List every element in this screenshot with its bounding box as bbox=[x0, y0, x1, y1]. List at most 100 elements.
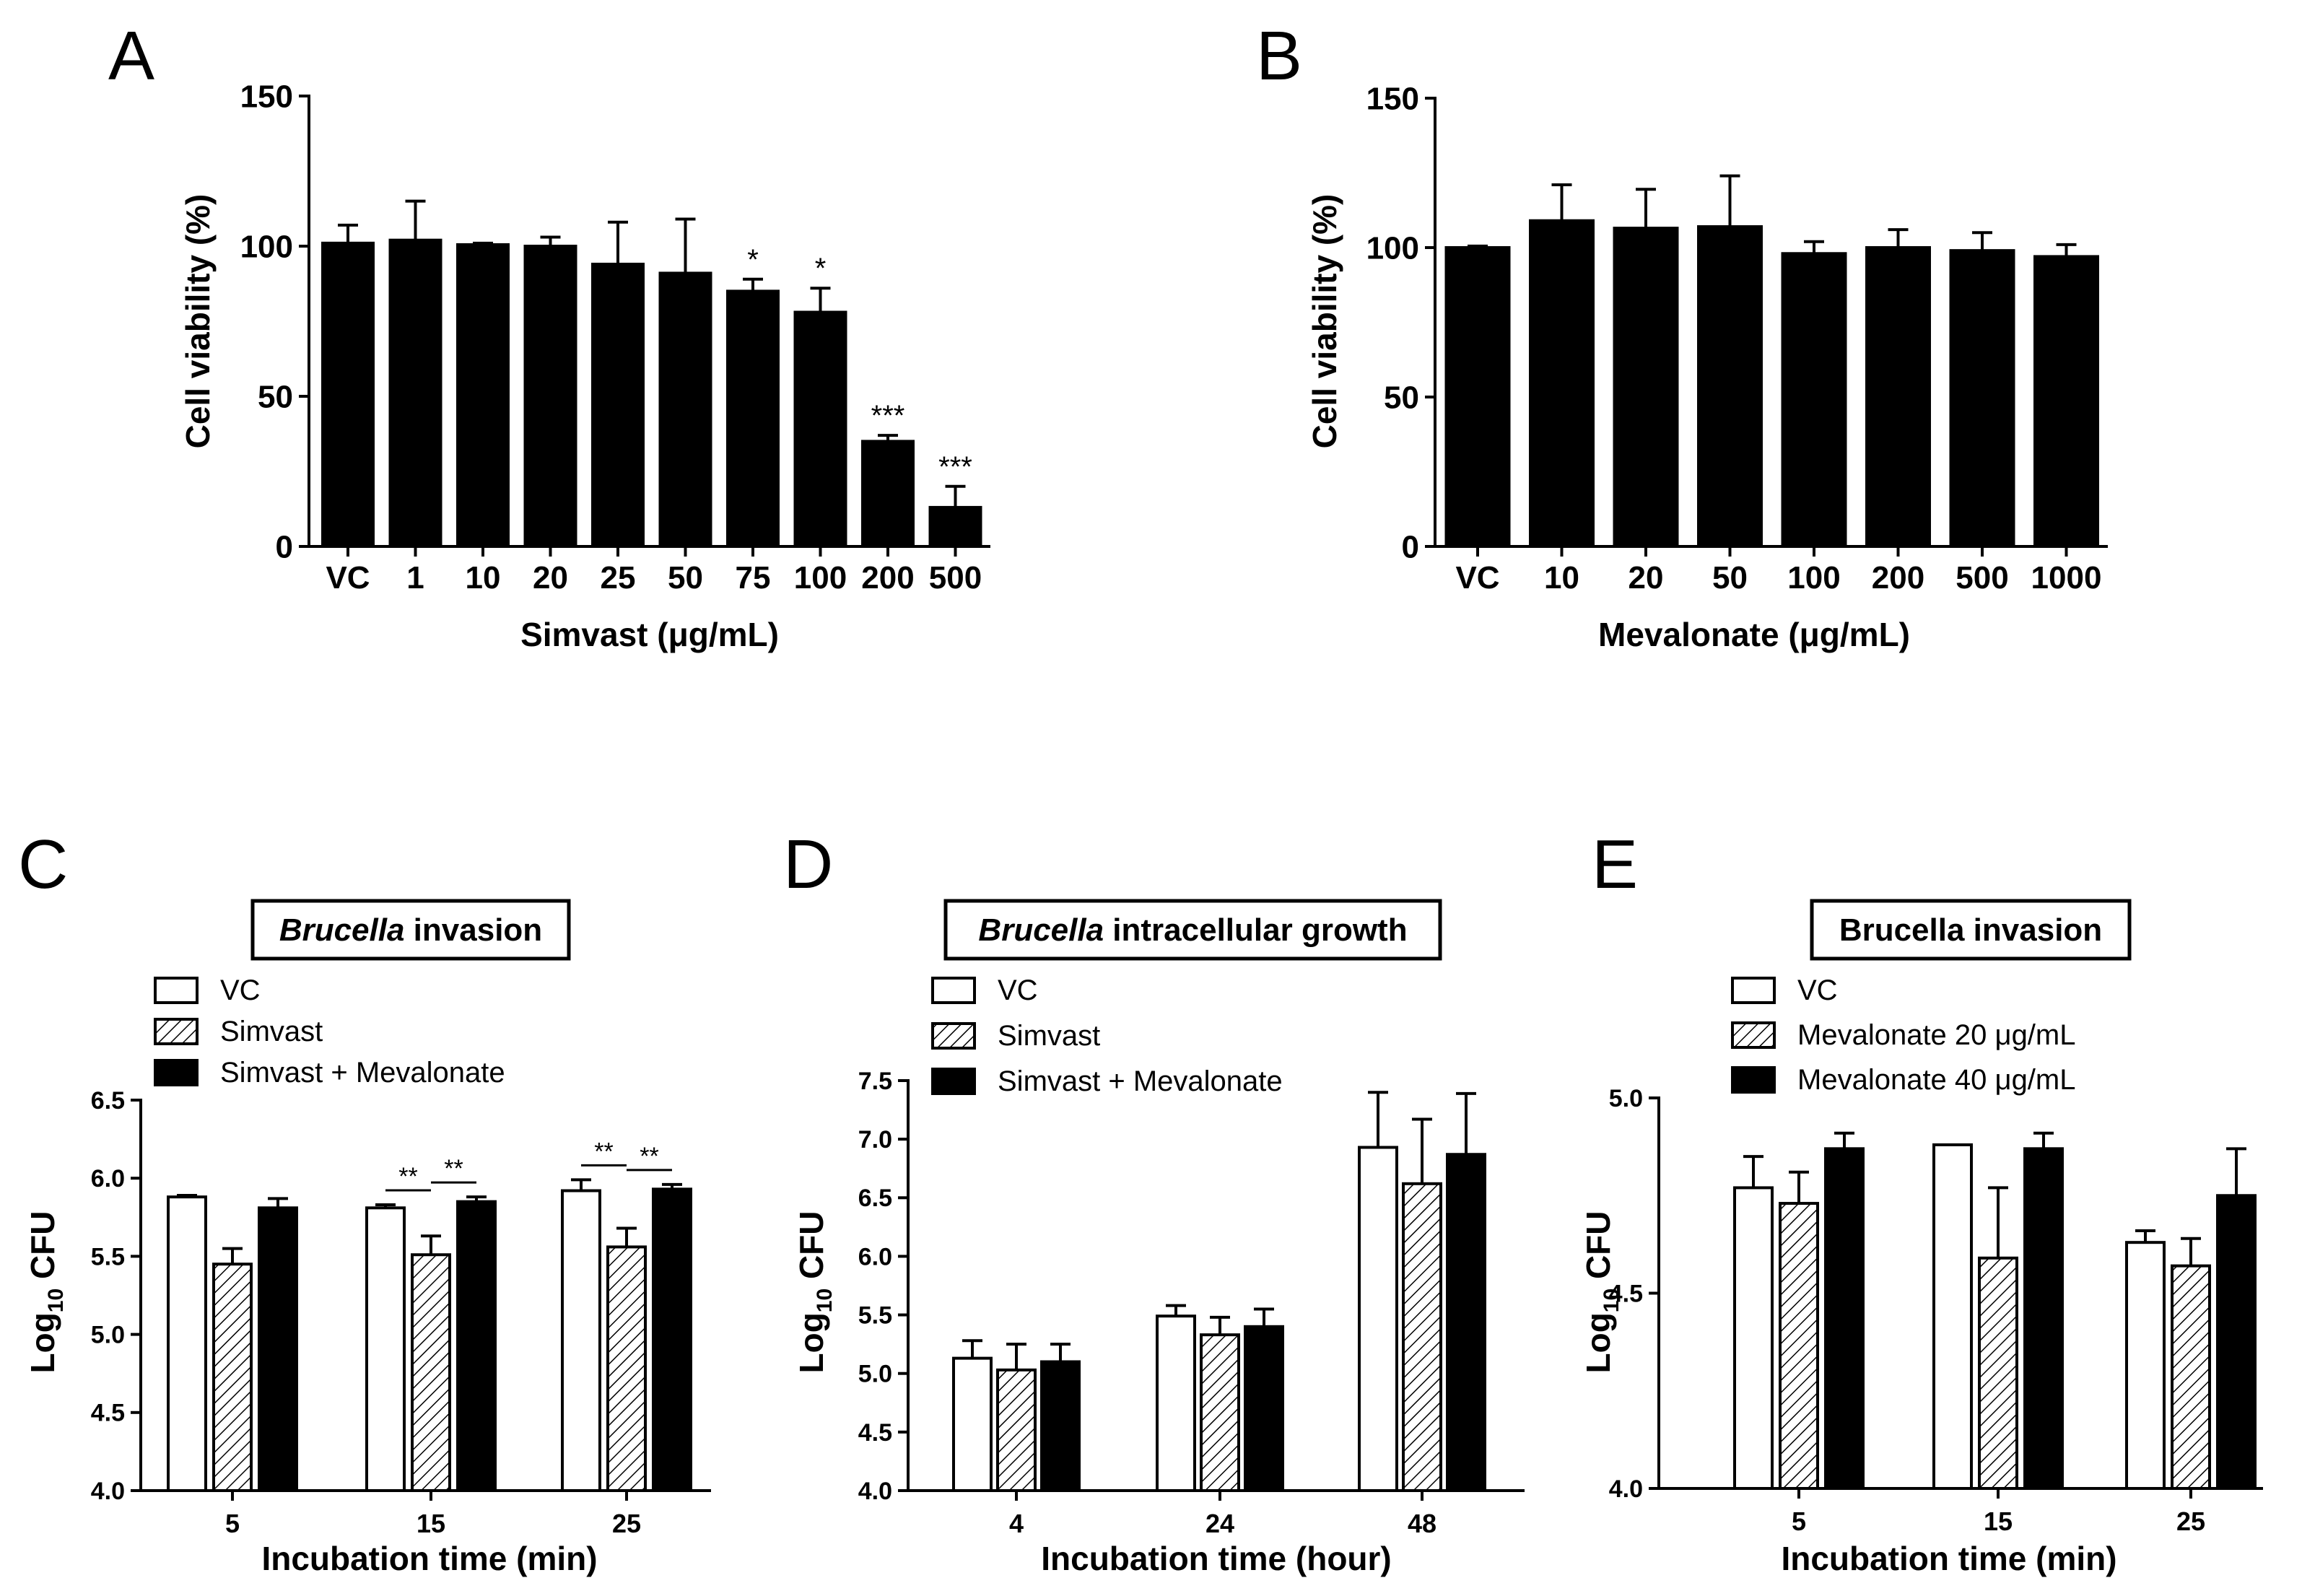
chart-title-box bbox=[250, 899, 571, 961]
bar bbox=[1781, 252, 1847, 548]
y-tick-label: 100 bbox=[1366, 230, 1419, 266]
bar bbox=[606, 1245, 647, 1493]
y-tick-label: 0 bbox=[1402, 529, 1419, 564]
y-tick-label: 50 bbox=[1384, 380, 1419, 415]
x-tick-label: 75 bbox=[736, 560, 771, 596]
bar bbox=[1402, 1182, 1442, 1492]
x-tick-label: VC bbox=[326, 560, 370, 596]
panel-letter: A bbox=[108, 17, 154, 95]
y-tick-label: 50 bbox=[258, 379, 293, 414]
bar bbox=[456, 1200, 497, 1493]
y-axis-label: Log10 CFU bbox=[793, 1211, 837, 1374]
panel-letter: B bbox=[1256, 17, 1302, 95]
y-tick-label: 5.0 bbox=[858, 1361, 892, 1388]
y-axis-label: Cell viability (%) bbox=[1306, 194, 1343, 449]
legend-label: Simvast + Mevalonate bbox=[998, 1065, 1283, 1097]
y-tick-label: 4.5 bbox=[1609, 1280, 1643, 1307]
legend-swatch bbox=[931, 977, 976, 1004]
bar bbox=[561, 1189, 601, 1492]
bar bbox=[258, 1206, 298, 1493]
bar bbox=[1779, 1202, 1819, 1490]
x-tick-label: 500 bbox=[929, 560, 982, 596]
x-tick-label: 5 bbox=[1792, 1506, 1806, 1536]
y-tick-label: 4.0 bbox=[91, 1478, 125, 1505]
chart-title-box bbox=[1810, 899, 2132, 961]
legend-label: Mevalonate 40 μg/mL bbox=[1797, 1064, 2076, 1096]
legend-swatch bbox=[154, 1059, 199, 1086]
bar bbox=[1824, 1147, 1865, 1490]
chart-title-box bbox=[943, 899, 1442, 961]
significance-label: * bbox=[747, 244, 759, 276]
y-tick-label: 4.0 bbox=[858, 1478, 892, 1505]
bar bbox=[1529, 219, 1595, 548]
y-tick-label: 5.0 bbox=[1609, 1085, 1643, 1112]
y-tick-label: 6.5 bbox=[91, 1087, 125, 1115]
bar bbox=[658, 271, 712, 548]
x-tick-label: 50 bbox=[668, 560, 703, 596]
bar bbox=[1865, 246, 1931, 548]
chart-panel-d: D Brucella intracellular growth 4.0 4.5 5.0 5… bbox=[783, 826, 1525, 1577]
bar bbox=[1200, 1333, 1240, 1493]
y-tick-label: 6.5 bbox=[858, 1185, 892, 1212]
bar bbox=[411, 1253, 451, 1492]
x-tick-label: 25 bbox=[2176, 1506, 2205, 1536]
legend-label: Simvast + Mevalonate bbox=[220, 1057, 505, 1089]
x-tick-label: 100 bbox=[1787, 560, 1840, 596]
legend-swatch bbox=[931, 1022, 976, 1050]
chart-panel-e: E Brucella invasion 4.0 4.5 5.0 Log10 CFU Incu… bbox=[1579, 826, 2263, 1577]
x-tick-label: 20 bbox=[533, 560, 568, 596]
x-axis-label: Simvast (μg/mL) bbox=[520, 616, 779, 653]
x-axis-label: Incubation time (hour) bbox=[1041, 1540, 1392, 1577]
x-tick-label: 1 bbox=[406, 560, 424, 596]
bar bbox=[1444, 246, 1511, 548]
bar bbox=[591, 262, 645, 548]
y-axis-label: Log10 CFU bbox=[1579, 1211, 1623, 1374]
chart-title: Brucella intracellular growth bbox=[978, 912, 1407, 948]
bar bbox=[456, 243, 510, 548]
significance-label: * bbox=[815, 253, 827, 284]
bar bbox=[1932, 1143, 1973, 1491]
bar bbox=[1358, 1146, 1398, 1492]
x-tick-label: 10 bbox=[1544, 560, 1579, 596]
bar bbox=[1244, 1325, 1284, 1493]
bar bbox=[2125, 1241, 2166, 1491]
x-axis-label: Incubation time (min) bbox=[261, 1540, 597, 1577]
legend-label: VC bbox=[998, 974, 1038, 1006]
y-axis-label: Log10 CFU bbox=[24, 1211, 68, 1374]
x-tick-label: 25 bbox=[601, 560, 636, 596]
bar bbox=[996, 1368, 1037, 1492]
x-tick-label: 20 bbox=[1629, 560, 1664, 596]
bar bbox=[1733, 1186, 1774, 1491]
chart-panel-b: B 0 50 100 150 Cell viability (%) Mevalonate (… bbox=[1256, 17, 2108, 653]
legend-label: Mevalonate 20 μg/mL bbox=[1797, 1019, 2076, 1051]
bar bbox=[952, 1356, 993, 1493]
significance-label: ** bbox=[640, 1143, 658, 1170]
chart-panel-c: C Brucella invasion 4.0 4.5 5.0 5.5 6.0 6.5 Log1… bbox=[18, 826, 711, 1577]
y-tick-label: 6.0 bbox=[858, 1243, 892, 1270]
significance-label: ** bbox=[444, 1155, 463, 1182]
y-tick-label: 7.5 bbox=[858, 1068, 892, 1095]
x-axis-label: Mevalonate (μg/mL) bbox=[1598, 616, 1910, 653]
y-tick-label: 0 bbox=[276, 529, 293, 564]
bar bbox=[1613, 227, 1679, 548]
y-tick-label: 5.5 bbox=[858, 1301, 892, 1329]
y-tick-label: 100 bbox=[240, 229, 293, 264]
y-tick-label: 5.0 bbox=[91, 1322, 125, 1349]
x-tick-label: VC bbox=[1455, 560, 1499, 596]
bar bbox=[365, 1206, 406, 1493]
bar bbox=[212, 1263, 253, 1492]
x-tick-label: 4 bbox=[1009, 1509, 1024, 1538]
chart-title: Brucella invasion bbox=[1839, 912, 2102, 948]
bar bbox=[928, 505, 982, 548]
x-tick-label: 50 bbox=[1712, 560, 1748, 596]
legend-swatch bbox=[931, 1068, 976, 1095]
bar bbox=[1697, 225, 1763, 548]
x-tick-label: 24 bbox=[1206, 1509, 1234, 1538]
x-tick-label: 10 bbox=[466, 560, 501, 596]
legend-label: VC bbox=[220, 974, 261, 1006]
y-tick-label: 150 bbox=[240, 79, 293, 114]
bar bbox=[388, 238, 442, 548]
x-tick-label: 500 bbox=[1956, 560, 2008, 596]
y-axis-label: Cell viability (%) bbox=[179, 194, 217, 449]
